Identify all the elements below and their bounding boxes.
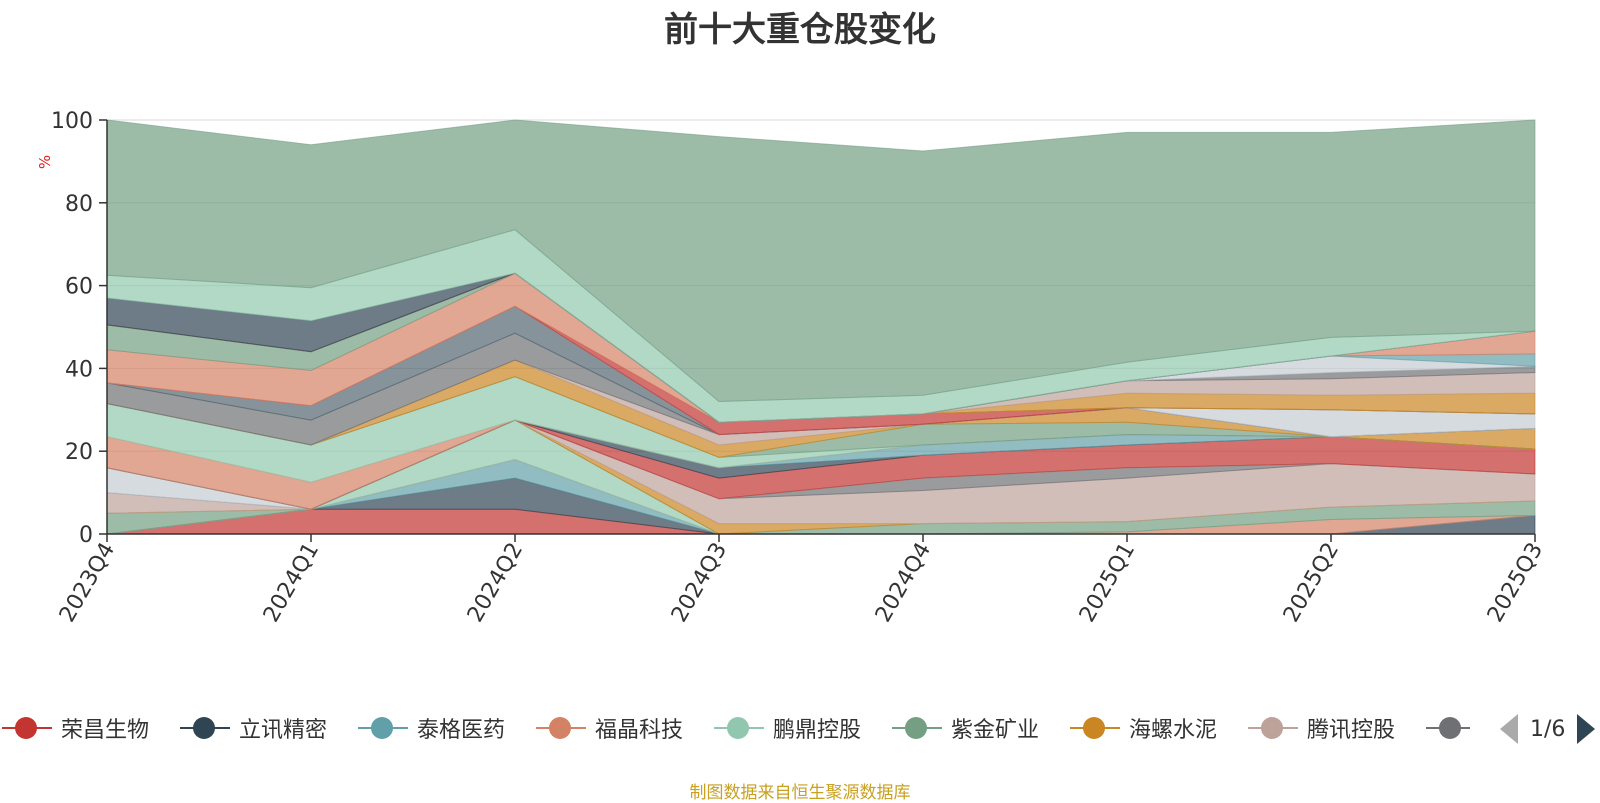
legend-item[interactable]: 荣昌生物	[2, 708, 149, 748]
legend-marker-icon	[1070, 716, 1120, 740]
x-tick-label: 2024Q3	[667, 539, 732, 627]
x-tick-label: 2024Q2	[463, 539, 528, 627]
legend: 荣昌生物 立讯精密 泰格医药 福晶科技 鹏鼎控股 紫金矿业 海螺水泥 腾讯控股 药明康德	[0, 708, 1470, 748]
legend-marker-icon	[1248, 716, 1298, 740]
y-tick-label: 40	[65, 357, 93, 382]
legend-item[interactable]: 紫金矿业	[892, 708, 1039, 748]
x-tick-label: 2025Q2	[1279, 539, 1344, 627]
x-tick-label: 2025Q1	[1075, 539, 1140, 627]
legend-label: 海螺水泥	[1129, 718, 1218, 743]
legend-label: 紫金矿业	[951, 718, 1040, 743]
legend-item[interactable]: 药明康德	[1426, 708, 1470, 748]
legend-label: 泰格医药	[417, 718, 506, 743]
x-tick-label: 2023Q4	[55, 539, 120, 627]
stacked-area-chart: 0 20 40 60 80 100% 2023Q4 2024Q1 2024Q2 2024Q3 202…	[36, 109, 1548, 627]
y-tick-label: 60	[65, 275, 93, 300]
legend-marker-icon	[536, 716, 586, 740]
y-tick-label: 0	[79, 523, 93, 548]
chart-title: 前十大重仓股变化	[664, 10, 936, 50]
y-tick-label: 20	[65, 440, 93, 465]
area-series-33[interactable]	[106, 119, 1536, 403]
legend-prev-page-icon[interactable]	[1500, 714, 1518, 744]
source-note: 制图数据来自恒生聚源数据库	[689, 783, 911, 803]
legend-item[interactable]: 鹏鼎控股	[714, 708, 861, 748]
legend-item[interactable]: 泰格医药	[358, 708, 505, 748]
y-axis-label: %	[36, 155, 54, 169]
legend-label: 立讯精密	[239, 718, 328, 743]
legend-marker-icon	[180, 716, 230, 740]
y-tick-label: 100	[51, 109, 93, 134]
legend-pager: 1/6	[1500, 712, 1600, 746]
legend-marker-icon	[892, 716, 942, 740]
legend-next-page-icon[interactable]	[1577, 714, 1596, 744]
legend-item[interactable]: 福晶科技	[536, 708, 683, 748]
legend-marker-icon	[2, 716, 52, 740]
x-tick-label: 2024Q4	[871, 539, 936, 627]
legend-marker-icon	[714, 716, 764, 740]
area-series-group	[106, 119, 1536, 535]
legend-label: 福晶科技	[595, 718, 684, 743]
legend-item[interactable]: 海螺水泥	[1070, 708, 1217, 748]
legend-label: 鹏鼎控股	[773, 718, 862, 743]
legend-item[interactable]: 立讯精密	[180, 708, 327, 748]
legend-marker-icon	[358, 716, 408, 740]
x-tick-label: 2025Q3	[1483, 539, 1548, 627]
legend-page-indicator: 1/6	[1530, 716, 1566, 742]
legend-label: 荣昌生物	[61, 718, 150, 743]
legend-item[interactable]: 腾讯控股	[1248, 708, 1395, 748]
y-tick-label: 80	[65, 192, 93, 217]
x-tick-label: 2024Q1	[259, 539, 324, 627]
legend-label: 腾讯控股	[1307, 718, 1396, 743]
legend-marker-icon	[1426, 716, 1470, 740]
